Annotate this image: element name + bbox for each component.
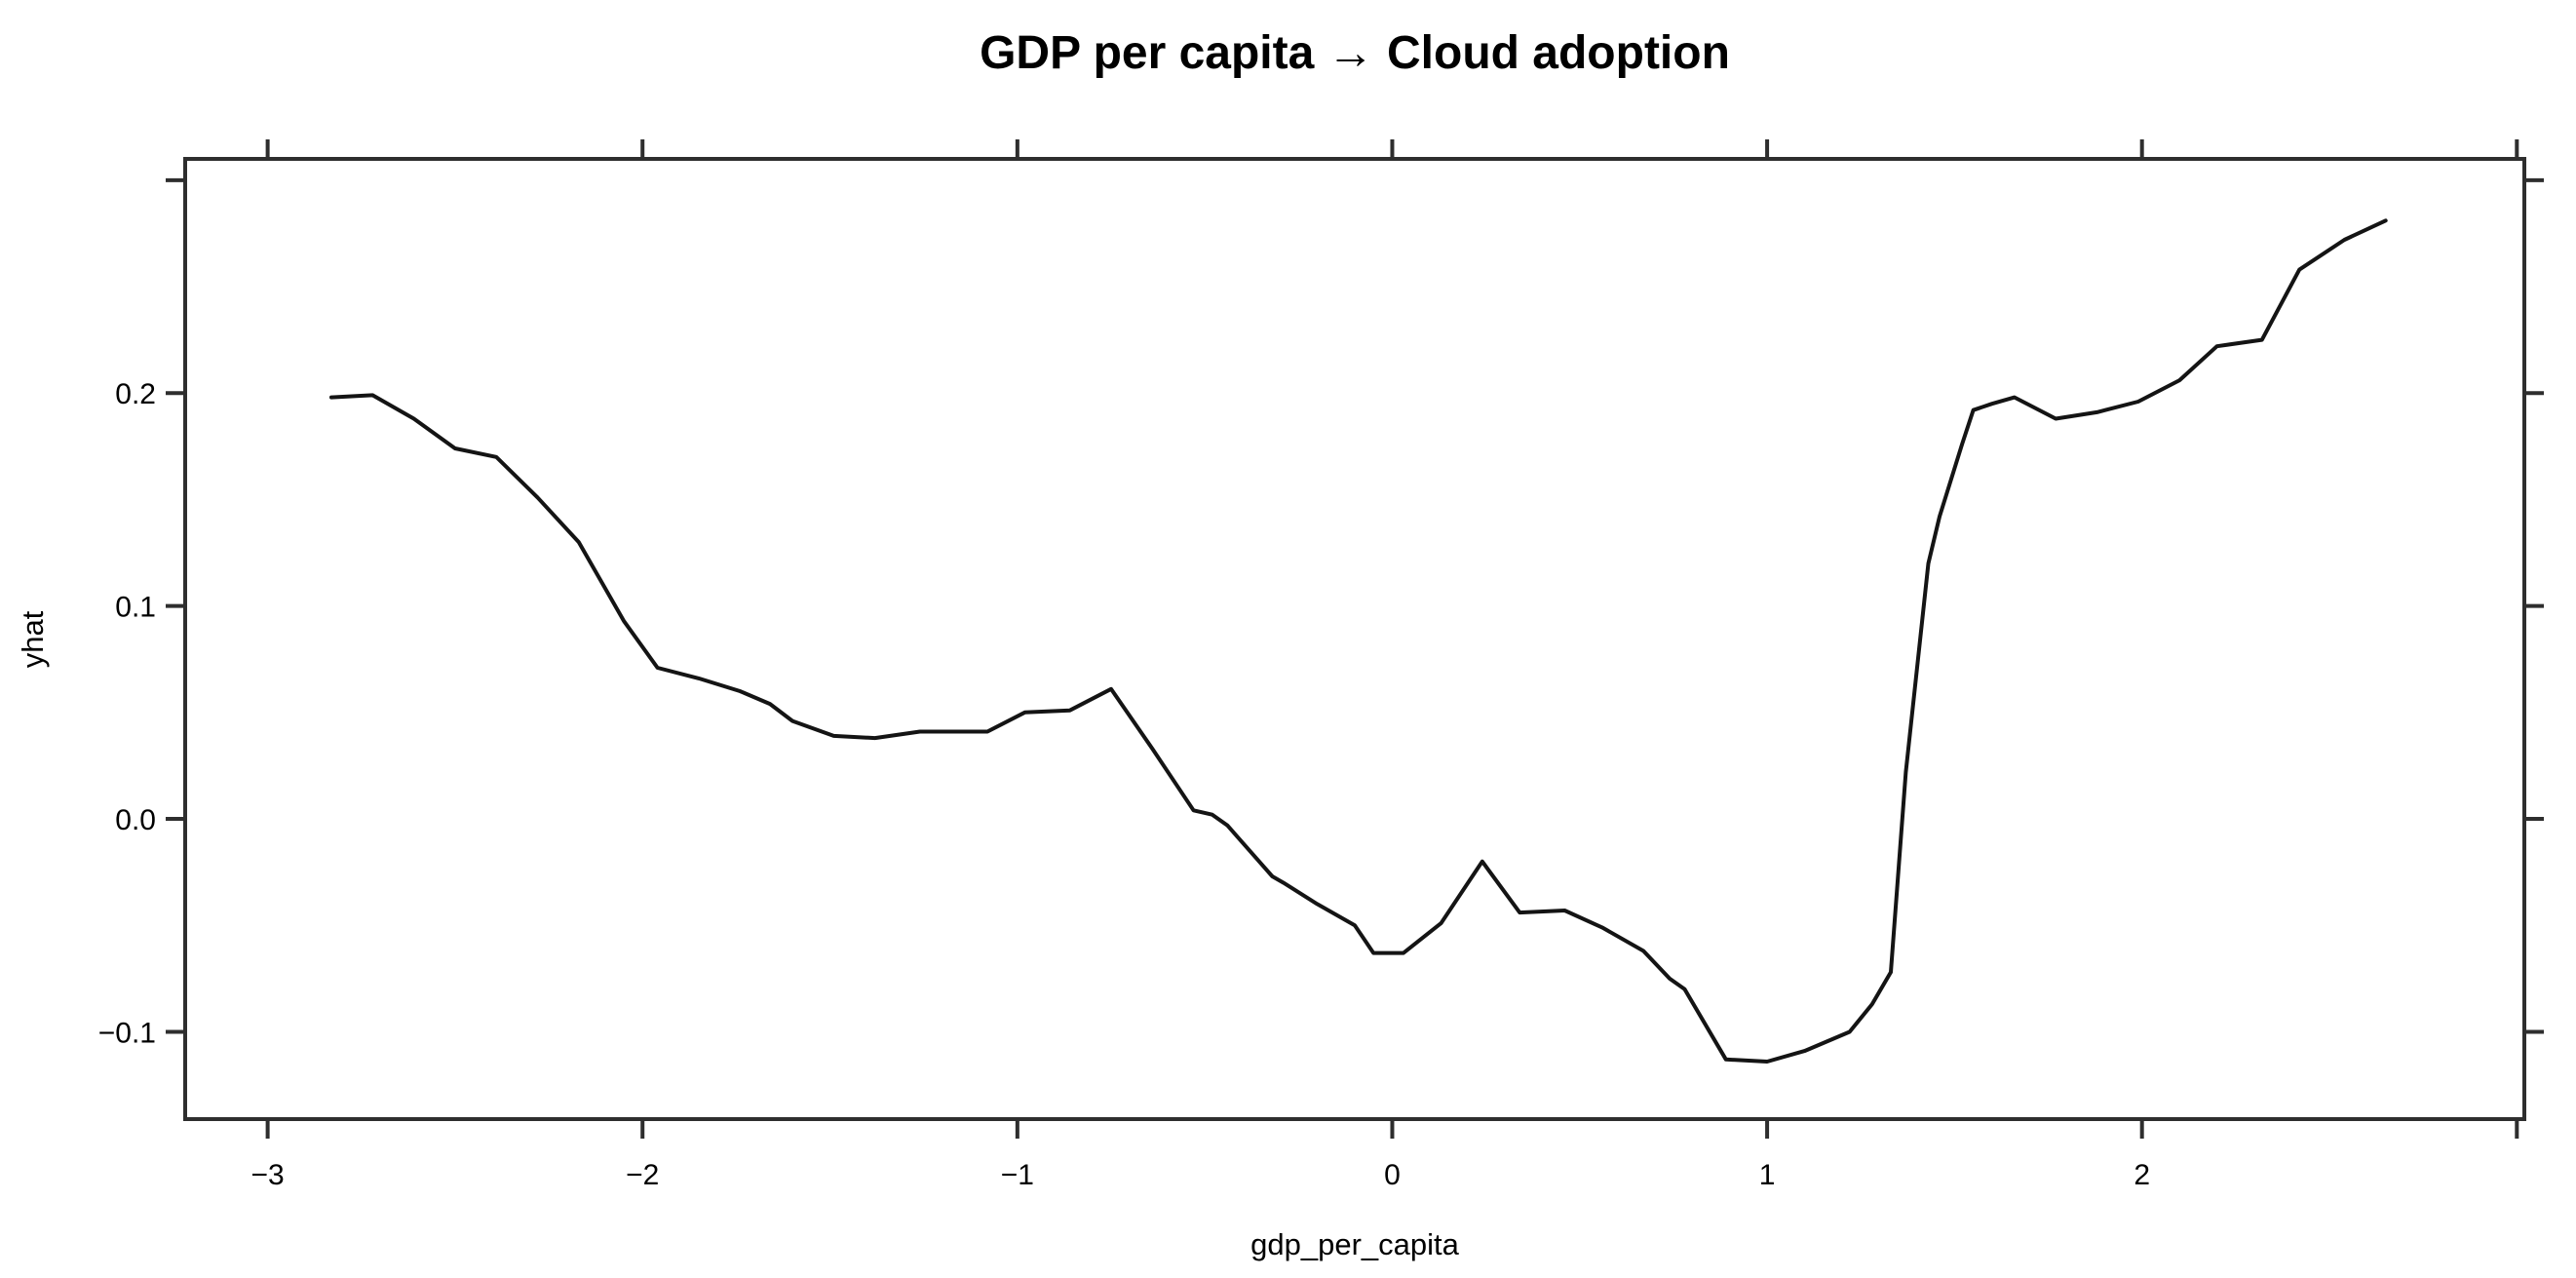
x-tick-label: 1: [1759, 1159, 1776, 1191]
yhat-line: [329, 218, 2388, 1064]
x-tick-label: −1: [1001, 1159, 1034, 1191]
series-layer: [329, 218, 2388, 1064]
axes-layer: −3 −2 −1 0 1 2 −0.1 0.0 0.1 0.2: [98, 139, 2544, 1191]
y-tick-label: 0.2: [115, 378, 156, 410]
y-tick-label: 0.1: [115, 592, 156, 624]
y-axis-title: yhat: [16, 610, 50, 668]
chart-title: GDP per capita → Cloud adoption: [980, 27, 1730, 79]
y-tick-label: 0.0: [115, 804, 156, 836]
y-tick-label: −0.1: [98, 1017, 156, 1049]
x-axis-title: gdp_per_capita: [1250, 1227, 1459, 1261]
x-tick-label: 2: [2134, 1159, 2150, 1191]
plot-box: [183, 157, 2526, 1121]
x-tick-label: 0: [1384, 1159, 1401, 1191]
x-tick-label: −2: [626, 1159, 659, 1191]
x-tick-label: −3: [251, 1159, 285, 1191]
